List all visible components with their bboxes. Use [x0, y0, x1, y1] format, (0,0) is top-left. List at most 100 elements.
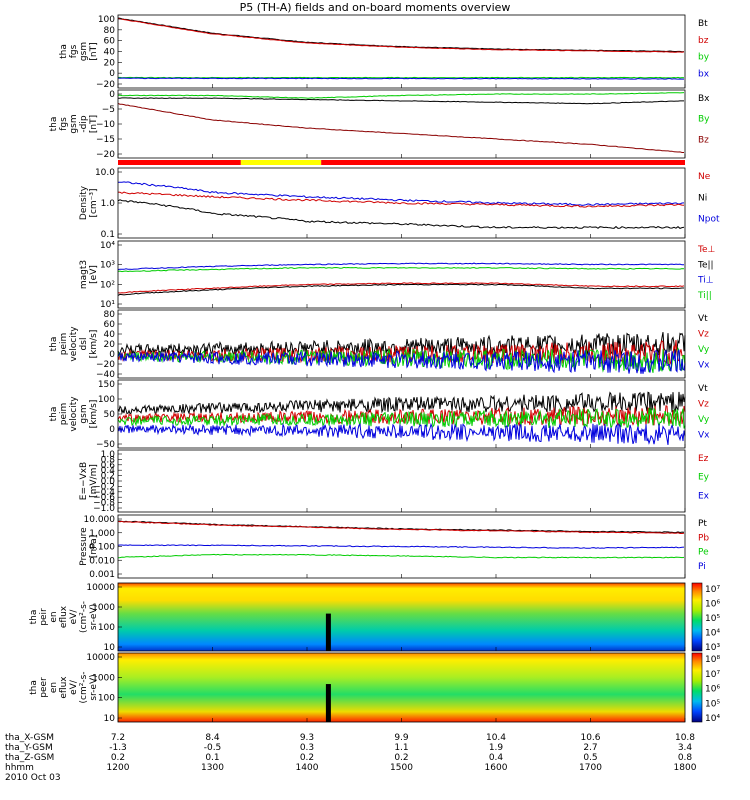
time-axis-value: 1300: [201, 763, 224, 773]
time-axis-value: 10.6: [580, 733, 600, 743]
legend-entry-Vz: Vz: [698, 330, 709, 340]
y-axis-label-line: eV/: [69, 609, 79, 625]
y-axis-label-line: Pressure: [79, 527, 89, 566]
y-tick-label: 100: [98, 15, 115, 25]
time-axis-value: 1200: [107, 763, 130, 773]
y-tick-label: 60: [104, 37, 116, 47]
y-axis-label-line: eflux: [59, 676, 69, 699]
y-tick-label: 1.0: [101, 199, 116, 209]
legend-entry-Vx: Vx: [698, 431, 710, 441]
y-tick-label: 10: [104, 643, 116, 653]
legend-entry-bz: bz: [698, 36, 709, 46]
heatmap-field: [118, 653, 685, 722]
series-line-Npot: [118, 182, 684, 206]
legend-entry-Te⊥: Te⊥: [697, 245, 716, 255]
time-axis-value: 3.4: [678, 743, 693, 753]
series-line-Ti||: [118, 267, 684, 271]
data-gap-stripe: [326, 684, 331, 722]
y-axis-label-line: velocity: [69, 326, 79, 362]
panel-frame: [118, 241, 685, 308]
legend-entry-Ey: Ey: [698, 473, 710, 483]
mode-bar-segment: [241, 160, 321, 165]
colorbar-tick-label: 10⁸: [705, 655, 720, 665]
colorbar-tick-label: 10⁶: [705, 600, 720, 610]
y-axis-label: tha peer en eflux eV/(cm²-s-sr-eV): [29, 671, 99, 703]
time-axis-value: 9.3: [300, 733, 314, 743]
time-axis-value: 9.9: [394, 733, 409, 743]
y-axis-label-line: [cm⁻³]: [89, 188, 99, 217]
time-axis-value: 1400: [296, 763, 319, 773]
legend-entry-Vy: Vy: [698, 415, 710, 425]
series-line-Vt: [118, 392, 685, 414]
heatmap-field: [118, 583, 685, 651]
time-axis-value: 0.2: [394, 753, 408, 763]
time-axis-value: 0.2: [300, 753, 314, 763]
series-line-Vx: [118, 424, 685, 445]
y-axis-label: tha peim velocity gsm [km/s]: [49, 396, 99, 432]
y-tick-label: −40: [96, 370, 115, 380]
y-tick-label: 150: [98, 380, 115, 390]
legend-entry-Ex: Ex: [698, 491, 710, 501]
series-line-bz: [118, 19, 684, 53]
y-tick-label: 10³: [100, 261, 115, 271]
legend-entry-Te||: Te||: [697, 260, 714, 270]
time-axis-value: 1.9: [489, 743, 504, 753]
y-axis-label-line: peir: [39, 608, 49, 626]
y-axis-label: E=−VxB [mV/m]: [79, 462, 99, 500]
legend-entry-Ne: Ne: [698, 172, 711, 182]
y-tick-label: 10.0: [95, 168, 115, 178]
y-tick-label: 20: [104, 340, 116, 350]
y-tick-label: 10⁴: [100, 241, 115, 251]
data-gap-stripe: [326, 614, 331, 651]
y-tick-label: −50: [96, 440, 115, 450]
y-axis-label-line: tha: [59, 44, 69, 59]
y-tick-label: 10000: [86, 583, 115, 593]
y-tick-label: 0: [109, 90, 115, 100]
legend-entry-Vy: Vy: [698, 345, 710, 355]
legend-entry-Pt: Pt: [698, 519, 707, 529]
colorbar-tick-label: 10³: [705, 643, 720, 653]
y-axis-label-line: [nT]: [89, 115, 99, 133]
y-tick-label: −15: [96, 135, 115, 145]
time-axis-value: 0.3: [300, 743, 314, 753]
y-tick-label: 50: [104, 410, 116, 420]
y-axis-label-line: tha: [29, 610, 39, 625]
y-axis-label-line: velocity: [69, 396, 79, 432]
y-tick-label: 80: [104, 26, 116, 36]
time-axis-value: 0.8: [678, 753, 693, 763]
y-tick-label: 10000: [86, 653, 115, 663]
legend-entry-Bt: Bt: [698, 19, 708, 29]
legend-entry-By: By: [698, 115, 710, 125]
time-axis-value: 2.7: [583, 743, 597, 753]
y-tick-label: 0.001: [89, 570, 115, 580]
series-line-Pt: [118, 521, 684, 533]
legend-entry-by: by: [698, 53, 710, 63]
y-tick-label: −1.0: [93, 504, 115, 514]
series-line-Pi: [118, 545, 684, 548]
y-axis-label-line: gsm: [69, 114, 79, 133]
y-axis-label-line: eflux: [59, 605, 69, 628]
series-line-Bx: [118, 98, 684, 104]
y-axis-label-line: en: [49, 682, 59, 693]
colorbar-tick-label: 10⁴: [705, 714, 720, 724]
y-tick-label: 0: [109, 425, 115, 435]
time-axis-value: 0.2: [111, 753, 125, 763]
time-axis-row-label: hhmm: [5, 763, 34, 773]
y-tick-label: 0.1: [101, 230, 115, 240]
y-axis-label-line: E=−VxB: [79, 462, 89, 500]
y-axis-label: tha peim velocity dsl [km/s]: [49, 326, 99, 362]
series-line-bx: [118, 78, 684, 79]
legend-entry-Vt: Vt: [698, 384, 708, 394]
y-axis-label-line: gsm: [79, 404, 89, 423]
legend-entry-Vt: Vt: [698, 314, 708, 324]
panel-frame: [118, 90, 685, 158]
y-axis-label-line: fgs: [59, 117, 69, 131]
panel-frame: [118, 450, 685, 512]
colorbar-tick-label: 10⁵: [705, 699, 720, 709]
time-axis-value: 1800: [674, 763, 697, 773]
y-axis-label-line: dsl: [79, 338, 89, 351]
y-tick-label: 100: [98, 395, 115, 405]
y-axis-label-line: tha: [49, 337, 59, 352]
y-axis-label: Density [cm⁻³]: [79, 185, 99, 220]
